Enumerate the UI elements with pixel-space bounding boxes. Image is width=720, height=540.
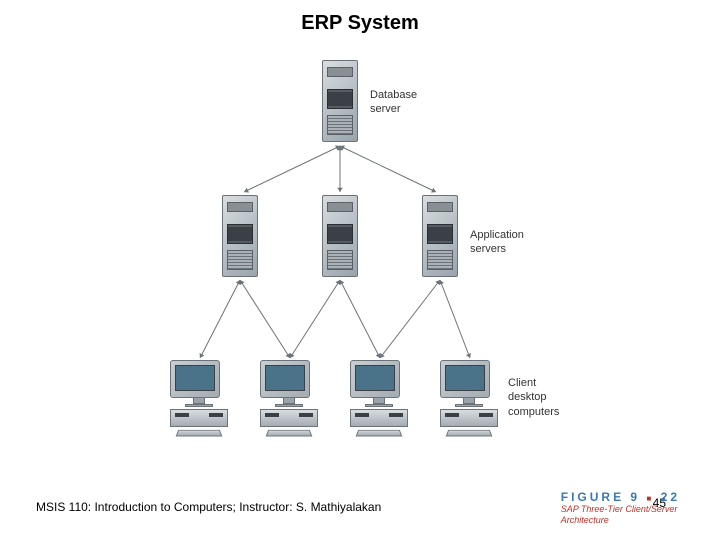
client-computer xyxy=(260,360,318,437)
architecture-diagram: Databaseserver Applicationservers Client… xyxy=(130,60,550,460)
figure-number-b: 22 xyxy=(661,490,680,504)
application-server xyxy=(222,195,258,277)
figure-subtitle: SAP Three-Tier Client/ServerArchitecture xyxy=(561,504,680,526)
client-computer xyxy=(350,360,408,437)
label-client-computers: Clientdesktopcomputers xyxy=(508,376,559,419)
figure-prefix: FIGURE xyxy=(561,490,624,504)
figure-caption: FIGURE 9 ■ 22 SAP Three-Tier Client/Serv… xyxy=(561,490,680,526)
label-application-servers: Applicationservers xyxy=(470,228,524,257)
page-title: ERP System xyxy=(0,12,720,35)
figure-dot-icon: ■ xyxy=(646,494,654,503)
label-database-server: Databaseserver xyxy=(370,88,417,117)
client-computer xyxy=(440,360,498,437)
figure-number-a: 9 xyxy=(630,490,640,504)
application-server xyxy=(422,195,458,277)
footer-text: MSIS 110: Introduction to Computers; Ins… xyxy=(36,500,381,514)
application-server xyxy=(322,195,358,277)
database-server xyxy=(322,60,358,142)
client-computer xyxy=(170,360,228,437)
